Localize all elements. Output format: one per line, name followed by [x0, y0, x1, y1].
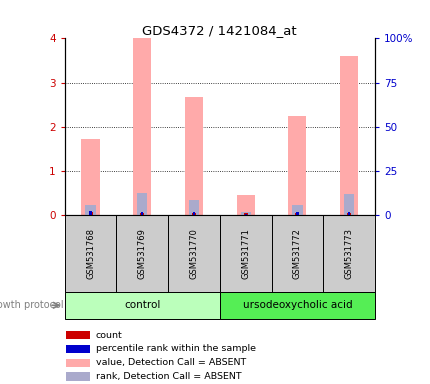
Bar [184, 97, 203, 215]
Bar [295, 212, 298, 215]
Bar [346, 213, 350, 215]
Bar [116, 215, 168, 292]
Bar [191, 213, 196, 215]
Text: ursodeoxycholic acid: ursodeoxycholic acid [242, 300, 351, 310]
Bar [89, 210, 92, 215]
Bar [133, 38, 151, 215]
Bar [347, 212, 350, 215]
Bar [343, 194, 353, 215]
Text: GSM531773: GSM531773 [344, 228, 353, 279]
Bar [81, 139, 99, 215]
Bar [243, 213, 247, 215]
Bar [271, 215, 322, 292]
Bar [192, 212, 195, 215]
Text: GSM531769: GSM531769 [138, 228, 146, 279]
Bar [219, 292, 374, 319]
Bar [292, 205, 302, 215]
Text: percentile rank within the sample: percentile rank within the sample [95, 344, 255, 353]
Bar [65, 359, 90, 367]
Bar [65, 345, 90, 353]
Bar [64, 215, 116, 292]
Bar [288, 116, 306, 215]
Text: control: control [124, 300, 160, 310]
Bar [168, 215, 219, 292]
Bar [339, 56, 357, 215]
Text: GSM531772: GSM531772 [292, 228, 301, 279]
Bar [64, 292, 219, 319]
Text: count: count [95, 331, 122, 339]
Bar [141, 212, 143, 215]
Bar [140, 213, 144, 215]
Bar [88, 212, 92, 215]
Text: value, Detection Call = ABSENT: value, Detection Call = ABSENT [95, 358, 245, 367]
Title: GDS4372 / 1421084_at: GDS4372 / 1421084_at [142, 24, 296, 37]
Text: GSM531768: GSM531768 [86, 228, 95, 279]
Bar [322, 215, 374, 292]
Text: GSM531771: GSM531771 [241, 228, 249, 279]
Text: GSM531770: GSM531770 [189, 228, 198, 279]
Bar [65, 372, 90, 381]
Bar [85, 205, 95, 215]
Bar [236, 195, 254, 215]
Bar [219, 215, 271, 292]
Bar [188, 200, 199, 215]
Bar [295, 213, 299, 215]
Bar [240, 212, 250, 215]
Text: rank, Detection Call = ABSENT: rank, Detection Call = ABSENT [95, 372, 241, 381]
Bar [137, 193, 147, 215]
Bar [65, 331, 90, 339]
Bar [244, 214, 246, 215]
Text: growth protocol: growth protocol [0, 300, 64, 310]
